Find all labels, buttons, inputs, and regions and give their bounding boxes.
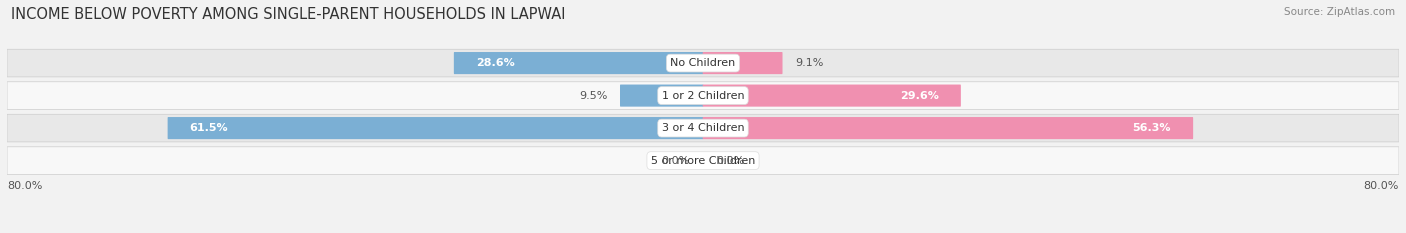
Text: 0.0%: 0.0% (716, 156, 744, 166)
FancyBboxPatch shape (7, 114, 1399, 142)
FancyBboxPatch shape (454, 52, 703, 74)
Text: 1 or 2 Children: 1 or 2 Children (662, 91, 744, 101)
Text: 5 or more Children: 5 or more Children (651, 156, 755, 166)
Text: 61.5%: 61.5% (190, 123, 228, 133)
Text: INCOME BELOW POVERTY AMONG SINGLE-PARENT HOUSEHOLDS IN LAPWAI: INCOME BELOW POVERTY AMONG SINGLE-PARENT… (11, 7, 565, 22)
FancyBboxPatch shape (703, 117, 1194, 139)
Text: 80.0%: 80.0% (1364, 181, 1399, 191)
FancyBboxPatch shape (7, 49, 1399, 77)
FancyBboxPatch shape (620, 85, 703, 107)
Text: 56.3%: 56.3% (1133, 123, 1171, 133)
FancyBboxPatch shape (7, 147, 1399, 175)
FancyBboxPatch shape (7, 82, 1399, 110)
Legend: Single Father, Single Mother: Single Father, Single Mother (593, 230, 813, 233)
Text: 0.0%: 0.0% (662, 156, 690, 166)
Text: 28.6%: 28.6% (477, 58, 515, 68)
FancyBboxPatch shape (703, 85, 960, 107)
Text: 29.6%: 29.6% (900, 91, 939, 101)
Text: 3 or 4 Children: 3 or 4 Children (662, 123, 744, 133)
Text: No Children: No Children (671, 58, 735, 68)
Text: 9.1%: 9.1% (796, 58, 824, 68)
Text: 80.0%: 80.0% (7, 181, 42, 191)
FancyBboxPatch shape (167, 117, 703, 139)
FancyBboxPatch shape (703, 52, 783, 74)
Text: Source: ZipAtlas.com: Source: ZipAtlas.com (1284, 7, 1395, 17)
Text: 9.5%: 9.5% (579, 91, 607, 101)
